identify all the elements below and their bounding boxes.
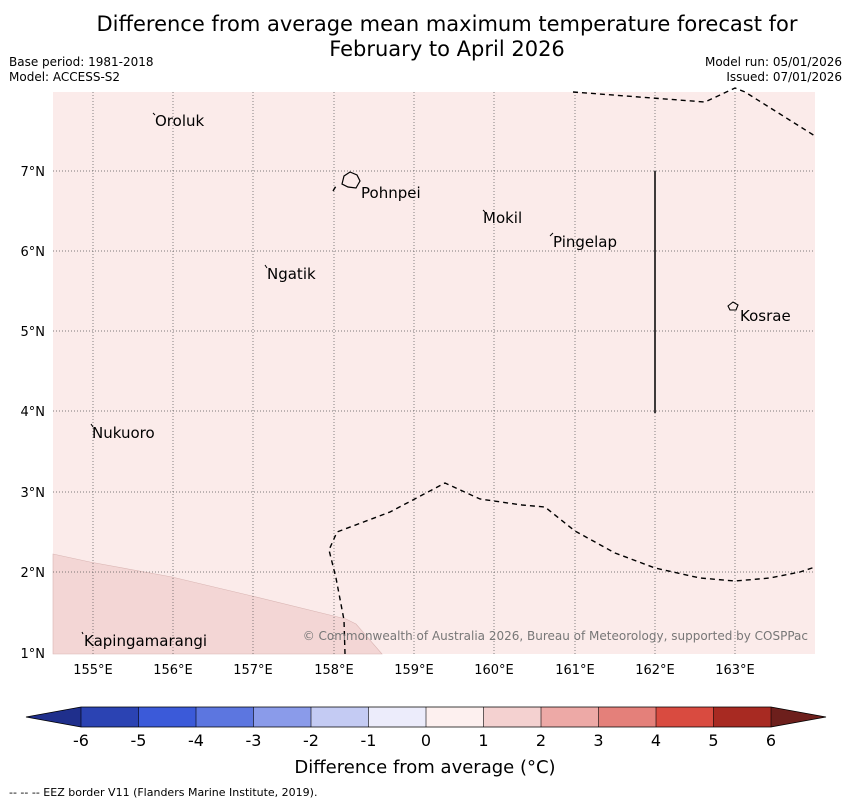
colorbar-swatch	[713, 707, 772, 727]
colorbar-swatch	[598, 707, 657, 727]
run-info: Model run: 05/01/2026 Issued: 07/01/2026	[705, 55, 842, 85]
colorbar-tick-label: 4	[651, 731, 661, 750]
kapingamarangi-marker	[81, 631, 84, 635]
ngatik-marker	[264, 264, 268, 269]
colorbar-tick-label: -5	[131, 731, 147, 750]
colorbar-tick-label: 5	[708, 731, 718, 750]
eez-border	[328, 87, 816, 655]
colorbar-swatch	[253, 707, 312, 727]
colorbar-tick-label: 6	[766, 731, 776, 750]
colorbar-tick-label: 2	[536, 731, 546, 750]
label-nukuoro: Nukuoro	[92, 424, 155, 442]
colorbar-swatch	[196, 707, 254, 727]
model-run: Model run: 05/01/2026	[704, 55, 842, 69]
copyright-notice: © Commonwealth of Australia 2026, Bureau…	[303, 629, 808, 643]
lon-label: 157°E	[233, 663, 273, 678]
nukuoro-marker	[90, 423, 94, 428]
label-kosrae: Kosrae	[740, 307, 791, 325]
lon-label: 161°E	[555, 663, 595, 678]
colorbar-tick-label: 3	[593, 731, 603, 750]
colorbar-swatch	[368, 707, 427, 727]
pohnpei-island-outline	[341, 171, 361, 189]
title-line-1: Difference from average mean maximum tem…	[96, 12, 798, 36]
eez-border-south	[328, 482, 816, 655]
colorbar-tick-label: -3	[246, 731, 262, 750]
issued-date: Issued: 07/01/2026	[726, 70, 842, 84]
colorbar-ticks: -6 -5 -4 -3 -2 -1 0 1 2 3 4 5 6	[73, 707, 776, 750]
colorbar-swatch	[483, 707, 542, 727]
title-line-2: February to April 2026	[329, 37, 565, 61]
lon-label: 163°E	[715, 663, 755, 678]
lon-label: 159°E	[394, 663, 434, 678]
colorbar-extend-low	[26, 707, 81, 727]
lon-label: 162°E	[635, 663, 675, 678]
colorbar-label: Difference from average (°C)	[294, 757, 556, 778]
eez-border-pohnpei-stub	[332, 185, 337, 192]
lat-label: 3°N	[21, 486, 46, 501]
label-kapingamarangi: Kapingamarangi	[84, 632, 207, 650]
colorbar-swatch	[656, 707, 714, 727]
colorbar-tick-label: 1	[478, 731, 488, 750]
lon-label: 158°E	[314, 663, 354, 678]
eez-border-north	[572, 87, 816, 137]
lat-label: 7°N	[21, 165, 46, 180]
colorbar	[25, 706, 827, 728]
lon-label: 155°E	[73, 663, 113, 678]
label-mokil: Mokil	[483, 209, 522, 227]
lat-label: 5°N	[21, 325, 46, 340]
colorbar-tick-label: -6	[73, 731, 89, 750]
label-ngatik: Ngatik	[267, 265, 316, 283]
label-oroluk: Oroluk	[155, 112, 204, 130]
longitude-labels: 155°E 156°E 157°E 158°E 159°E 160°E 161°…	[73, 663, 755, 678]
colorbar-swatch	[138, 707, 197, 727]
oroluk-marker	[152, 112, 156, 116]
colorbar-swatch	[311, 707, 369, 727]
pingelap-marker	[549, 232, 554, 237]
colorbar-tick-label: 0	[421, 731, 431, 750]
anomaly-region	[52, 553, 383, 655]
colorbar-tick-label: -2	[303, 731, 319, 750]
lat-label: 1°N	[21, 647, 46, 662]
lat-label: 6°N	[21, 245, 46, 260]
colorbar-tick-label: -4	[188, 731, 204, 750]
chart-title: Difference from average mean maximum tem…	[0, 12, 850, 62]
lat-label: 2°N	[21, 566, 46, 581]
colorbar-swatch	[81, 707, 139, 727]
latitude-labels: 7°N 6°N 5°N 4°N 3°N 2°N 1°N	[21, 165, 46, 662]
colorbar-extend-high	[771, 707, 826, 727]
map-background	[53, 92, 815, 654]
model-name: Model: ACCESS-S2	[9, 70, 121, 84]
model-info: Base period: 1981-2018 Model: ACCESS-S2	[9, 55, 154, 85]
colorbar-tick-label: -1	[361, 731, 377, 750]
lon-label: 160°E	[474, 663, 514, 678]
legend-footer: -- -- -- EEZ border V11 (Flanders Marine…	[9, 786, 318, 799]
grid	[53, 92, 815, 654]
colorbar-swatch	[426, 707, 484, 727]
lat-label: 4°N	[21, 405, 46, 420]
mokil-marker	[482, 209, 486, 213]
atoll-markers	[81, 112, 554, 635]
label-pingelap: Pingelap	[553, 233, 617, 251]
colorbar-swatch	[541, 707, 599, 727]
label-pohnpei: Pohnpei	[361, 184, 421, 202]
kosrae-island-outline	[727, 301, 739, 311]
base-period: Base period: 1981-2018	[9, 55, 154, 69]
lon-label: 156°E	[153, 663, 193, 678]
